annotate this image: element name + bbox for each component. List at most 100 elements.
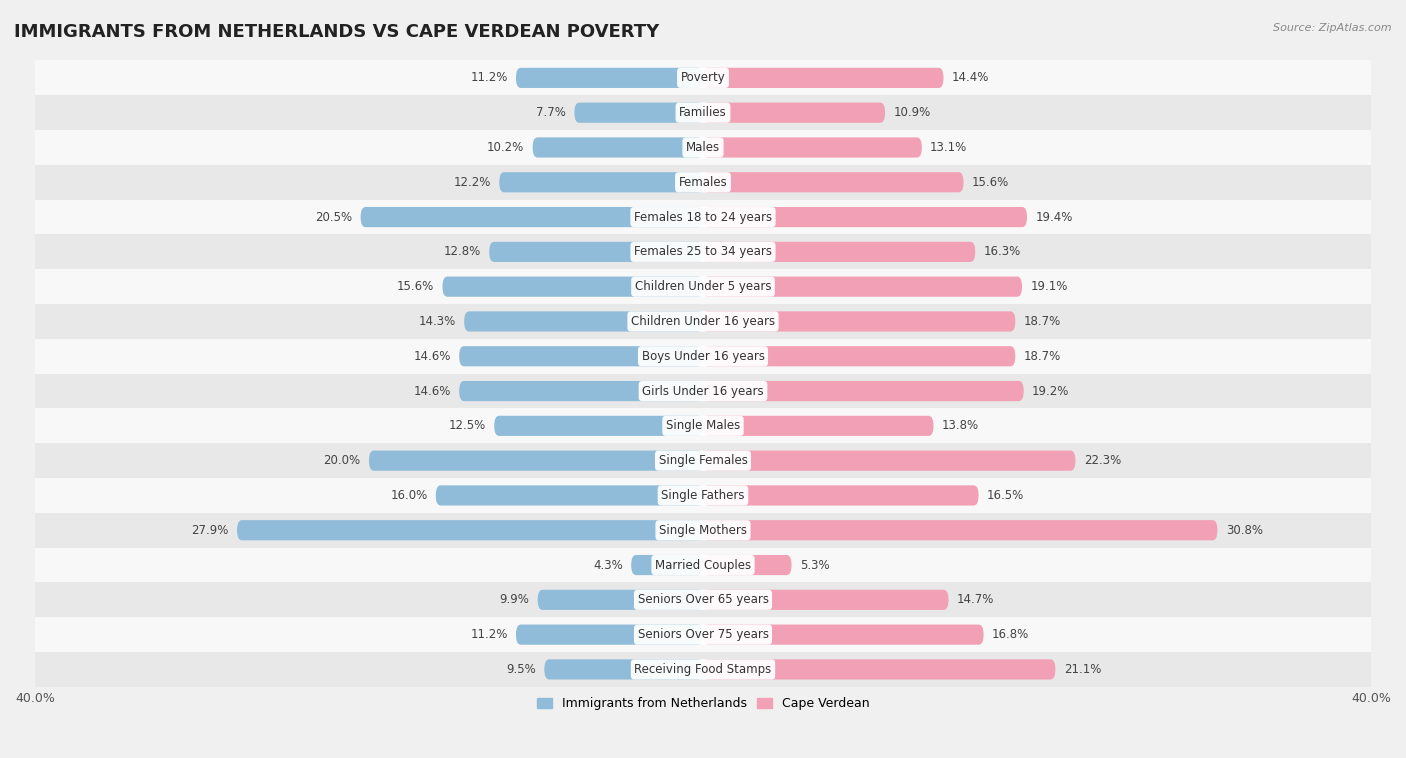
Text: Females: Females xyxy=(679,176,727,189)
Text: 20.0%: 20.0% xyxy=(323,454,360,467)
Text: 20.5%: 20.5% xyxy=(315,211,353,224)
Text: Girls Under 16 years: Girls Under 16 years xyxy=(643,384,763,397)
FancyBboxPatch shape xyxy=(516,67,703,88)
Text: 12.8%: 12.8% xyxy=(444,246,481,258)
Text: 12.2%: 12.2% xyxy=(454,176,491,189)
FancyBboxPatch shape xyxy=(495,415,703,436)
Text: Single Females: Single Females xyxy=(658,454,748,467)
Text: Source: ZipAtlas.com: Source: ZipAtlas.com xyxy=(1274,23,1392,33)
Text: 19.4%: 19.4% xyxy=(1035,211,1073,224)
FancyBboxPatch shape xyxy=(703,242,976,262)
Text: 21.1%: 21.1% xyxy=(1064,663,1101,676)
FancyBboxPatch shape xyxy=(703,312,1015,331)
Text: 14.4%: 14.4% xyxy=(952,71,990,84)
FancyBboxPatch shape xyxy=(360,207,703,227)
Text: Children Under 5 years: Children Under 5 years xyxy=(634,280,772,293)
Text: 16.0%: 16.0% xyxy=(391,489,427,502)
FancyBboxPatch shape xyxy=(703,415,934,436)
Text: Males: Males xyxy=(686,141,720,154)
FancyBboxPatch shape xyxy=(516,625,703,645)
Text: 12.5%: 12.5% xyxy=(449,419,486,432)
Text: 14.6%: 14.6% xyxy=(413,349,451,363)
Text: 11.2%: 11.2% xyxy=(470,71,508,84)
Text: 18.7%: 18.7% xyxy=(1024,315,1062,328)
Bar xyxy=(35,513,1371,547)
Text: 5.3%: 5.3% xyxy=(800,559,830,572)
Text: 19.1%: 19.1% xyxy=(1031,280,1067,293)
FancyBboxPatch shape xyxy=(533,137,703,158)
Text: 4.3%: 4.3% xyxy=(593,559,623,572)
Text: 30.8%: 30.8% xyxy=(1226,524,1263,537)
FancyBboxPatch shape xyxy=(703,67,943,88)
Text: 16.3%: 16.3% xyxy=(984,246,1021,258)
FancyBboxPatch shape xyxy=(489,242,703,262)
Bar xyxy=(35,409,1371,443)
Bar xyxy=(35,443,1371,478)
Text: 9.9%: 9.9% xyxy=(499,594,529,606)
Text: Single Fathers: Single Fathers xyxy=(661,489,745,502)
Bar xyxy=(35,130,1371,165)
Text: 7.7%: 7.7% xyxy=(536,106,567,119)
Text: 14.6%: 14.6% xyxy=(413,384,451,397)
Text: Seniors Over 75 years: Seniors Over 75 years xyxy=(637,628,769,641)
Text: 22.3%: 22.3% xyxy=(1084,454,1121,467)
Text: IMMIGRANTS FROM NETHERLANDS VS CAPE VERDEAN POVERTY: IMMIGRANTS FROM NETHERLANDS VS CAPE VERD… xyxy=(14,23,659,41)
Text: 19.2%: 19.2% xyxy=(1032,384,1070,397)
Bar xyxy=(35,339,1371,374)
FancyBboxPatch shape xyxy=(443,277,703,296)
Bar xyxy=(35,269,1371,304)
Text: 10.2%: 10.2% xyxy=(486,141,524,154)
Text: 15.6%: 15.6% xyxy=(396,280,434,293)
Text: Children Under 16 years: Children Under 16 years xyxy=(631,315,775,328)
Text: Single Males: Single Males xyxy=(666,419,740,432)
FancyBboxPatch shape xyxy=(703,172,963,193)
FancyBboxPatch shape xyxy=(460,346,703,366)
Bar xyxy=(35,374,1371,409)
Text: Married Couples: Married Couples xyxy=(655,559,751,572)
Text: 16.5%: 16.5% xyxy=(987,489,1024,502)
FancyBboxPatch shape xyxy=(631,555,703,575)
FancyBboxPatch shape xyxy=(436,485,703,506)
FancyBboxPatch shape xyxy=(544,659,703,679)
Text: 14.3%: 14.3% xyxy=(419,315,456,328)
Bar xyxy=(35,547,1371,582)
Text: 13.8%: 13.8% xyxy=(942,419,979,432)
Bar xyxy=(35,652,1371,687)
Text: Seniors Over 65 years: Seniors Over 65 years xyxy=(637,594,769,606)
FancyBboxPatch shape xyxy=(703,277,1022,296)
FancyBboxPatch shape xyxy=(703,346,1015,366)
Text: Females 18 to 24 years: Females 18 to 24 years xyxy=(634,211,772,224)
FancyBboxPatch shape xyxy=(703,520,1218,540)
FancyBboxPatch shape xyxy=(464,312,703,331)
Text: Receiving Food Stamps: Receiving Food Stamps xyxy=(634,663,772,676)
Bar xyxy=(35,96,1371,130)
FancyBboxPatch shape xyxy=(703,590,949,610)
Bar xyxy=(35,165,1371,199)
Text: Single Mothers: Single Mothers xyxy=(659,524,747,537)
Text: 14.7%: 14.7% xyxy=(957,594,994,606)
Text: 15.6%: 15.6% xyxy=(972,176,1010,189)
FancyBboxPatch shape xyxy=(703,485,979,506)
Bar xyxy=(35,61,1371,96)
Text: Poverty: Poverty xyxy=(681,71,725,84)
FancyBboxPatch shape xyxy=(368,450,703,471)
Text: 9.5%: 9.5% xyxy=(506,663,536,676)
FancyBboxPatch shape xyxy=(537,590,703,610)
Bar xyxy=(35,582,1371,617)
FancyBboxPatch shape xyxy=(238,520,703,540)
Text: 16.8%: 16.8% xyxy=(993,628,1029,641)
Bar xyxy=(35,617,1371,652)
FancyBboxPatch shape xyxy=(703,659,1056,679)
FancyBboxPatch shape xyxy=(703,137,922,158)
FancyBboxPatch shape xyxy=(703,207,1026,227)
FancyBboxPatch shape xyxy=(703,625,984,645)
FancyBboxPatch shape xyxy=(460,381,703,401)
Text: 27.9%: 27.9% xyxy=(191,524,229,537)
FancyBboxPatch shape xyxy=(703,102,884,123)
FancyBboxPatch shape xyxy=(703,450,1076,471)
Text: Families: Families xyxy=(679,106,727,119)
Text: 10.9%: 10.9% xyxy=(893,106,931,119)
FancyBboxPatch shape xyxy=(703,381,1024,401)
Text: Females 25 to 34 years: Females 25 to 34 years xyxy=(634,246,772,258)
FancyBboxPatch shape xyxy=(575,102,703,123)
